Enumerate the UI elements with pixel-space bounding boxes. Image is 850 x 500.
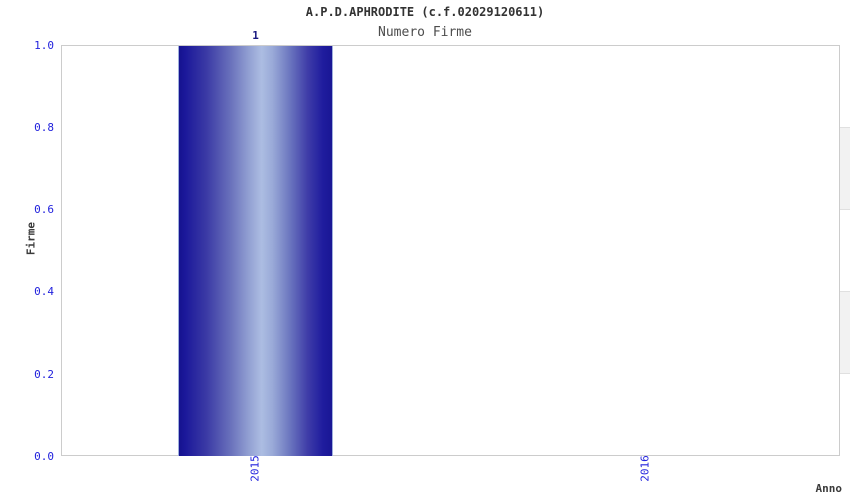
- chart-subtitle: Numero Firme: [378, 25, 472, 40]
- bar-2015[interactable]: [178, 46, 333, 456]
- y-tick-label-0-6: 0.6: [34, 203, 54, 216]
- y-tick-label-0-4: 0.4: [34, 285, 54, 298]
- chart-title: A.P.D.APHRODITE (c.f.02029120611): [305, 5, 545, 19]
- y-tick-label-1-0: 1.0: [34, 39, 54, 52]
- x-axis-title: Anno: [815, 482, 843, 495]
- bar-value-label-2015: 1: [252, 29, 259, 42]
- x-tick-label-2016: 2016: [638, 455, 652, 482]
- y-tick-label-0-8: 0.8: [34, 121, 54, 134]
- y-tick-label-0-2: 0.2: [34, 368, 54, 381]
- x-tick-label-2015: 2015: [248, 455, 262, 482]
- y-tick-label-0-0: 0.0: [34, 450, 54, 463]
- y-axis-title: Firme: [24, 221, 38, 256]
